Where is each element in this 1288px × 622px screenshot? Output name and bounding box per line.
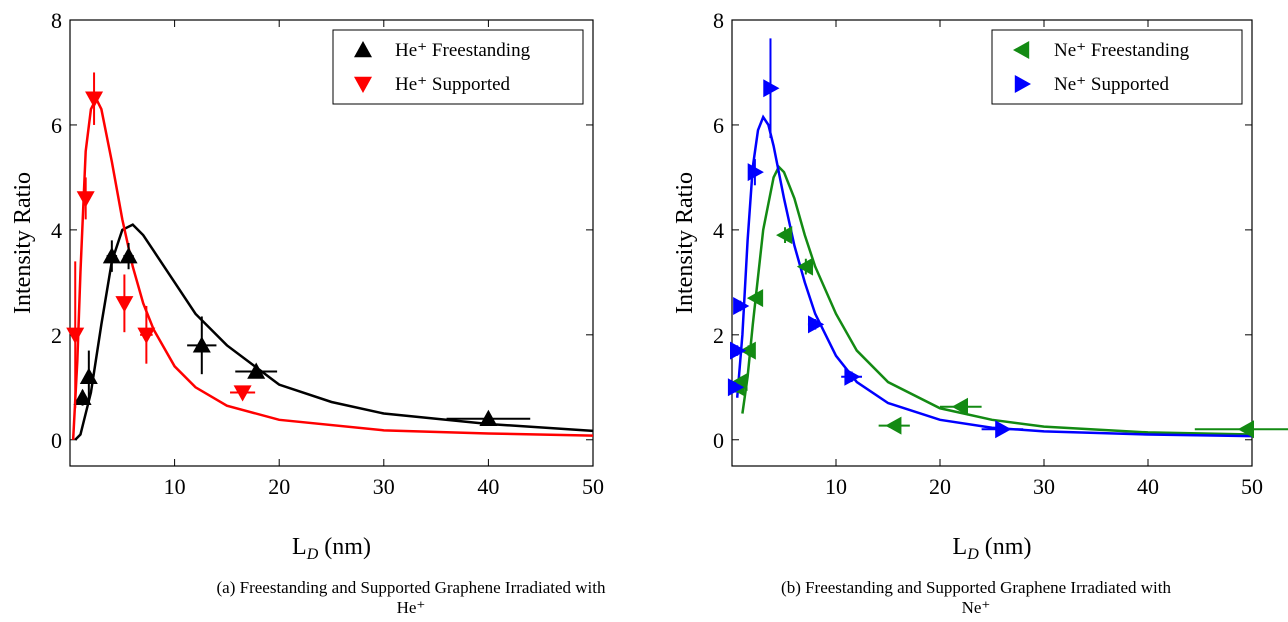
y-tick-label: 4 [51,218,62,243]
legend-marker [354,76,372,93]
legend-box [991,29,1243,105]
fit-line [74,223,593,441]
y-axis-label: Intensity Ratio [10,172,36,314]
data-point [747,163,764,182]
data-point [479,409,498,426]
data-point [763,79,780,98]
x-axis-label: LD (nm) [953,534,1032,563]
data-point [119,247,138,264]
caption: (b) Freestanding and Supported Graphene … [781,578,1171,617]
y-tick-label: 2 [51,323,62,348]
data-point [951,397,968,416]
x-axis-label: LD (nm) [292,534,371,563]
x-axis-label-main: L [953,534,968,560]
legend-label: He⁺ Freestanding [395,40,531,61]
fit-line [735,114,1252,438]
legend-marker [1013,41,1030,59]
y-tick-label: 2 [713,323,724,348]
x-tick-label: 30 [373,474,395,499]
data-point [731,373,748,392]
y-axis-label: Intensity Ratio [672,172,698,314]
data-point [233,385,252,402]
x-axis-label-unit: (nm) [985,534,1032,560]
data-point [776,226,793,245]
x-tick-label: 40 [477,474,499,499]
data-point [727,378,745,397]
legend-marker [1014,75,1031,93]
x-tick-label: 30 [1033,474,1055,499]
data-point [66,327,85,344]
plot-frame [69,19,594,467]
data-point [76,191,95,208]
legend-marker [354,41,372,58]
data-point [137,327,156,344]
x-tick-label: 50 [1241,474,1263,499]
data-point [844,367,861,386]
plot-frame [731,19,1253,467]
data-point [192,336,211,353]
legend-label: Ne⁺ Supported [1054,74,1170,95]
x-tick-label: 10 [825,474,847,499]
x-tick-label: 20 [929,474,951,499]
data-point [885,416,902,435]
data-point [808,315,825,334]
data-point [85,91,104,108]
x-tick-label: 10 [164,474,186,499]
data-point [730,341,747,360]
x-tick-label: 20 [268,474,290,499]
x-axis-label-sub: D [966,546,979,563]
x-axis-label-unit: (nm) [324,534,371,560]
x-axis-label-sub: D [306,546,319,563]
y-tick-label: 8 [713,8,724,33]
legend-label: He⁺ Supported [395,74,511,95]
y-tick-label: 4 [713,218,724,243]
x-tick-label: 40 [1137,474,1159,499]
data-point [73,388,92,405]
data-point [796,257,814,276]
legend-box [332,29,584,105]
data-point [247,362,266,379]
data-point [733,296,750,315]
x-axis-label-main: L [292,534,307,560]
data-point [115,296,134,313]
x-tick-label: 50 [582,474,604,499]
y-tick-label: 0 [51,428,62,453]
fit-line [741,164,1252,436]
caption: (a) Freestanding and Supported Graphene … [216,578,606,617]
data-point [746,289,764,308]
y-tick-label: 6 [51,113,62,138]
legend-label: Ne⁺ Freestanding [1054,40,1190,61]
y-tick-label: 0 [713,428,724,453]
y-tick-label: 6 [713,113,724,138]
data-point [1237,420,1254,439]
data-point [79,367,98,384]
y-tick-label: 8 [51,8,62,33]
fit-line [71,95,593,440]
data-point [995,420,1012,439]
data-point [739,341,756,360]
data-point [102,247,121,264]
